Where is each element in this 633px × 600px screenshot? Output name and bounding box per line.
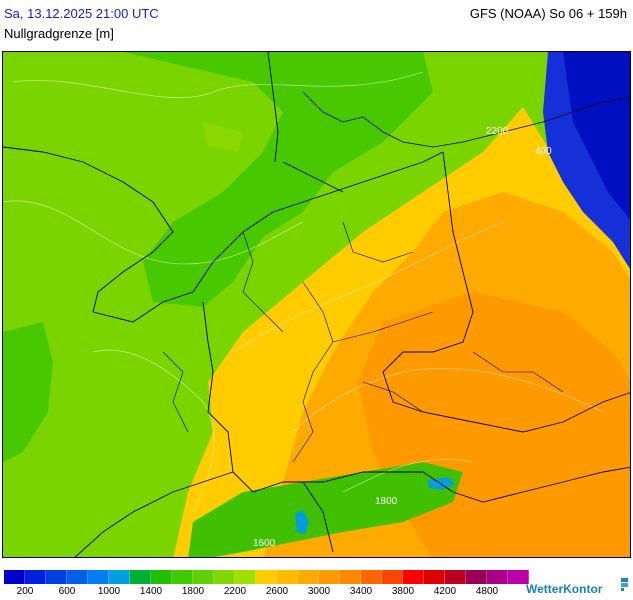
- country-borders: [3, 52, 630, 557]
- legend-label: 3400: [349, 586, 373, 597]
- legend-label: 600: [58, 586, 76, 597]
- legend-swatch: [46, 570, 67, 584]
- legend-label: 4800: [475, 586, 499, 597]
- legend-swatch: [319, 570, 340, 584]
- blue-core-northeast: [563, 52, 630, 220]
- green-zone-north: [123, 52, 433, 307]
- brand-flag-icon: [621, 578, 628, 591]
- legend-label: 1000: [97, 586, 121, 597]
- legend-label: 2600: [265, 586, 289, 597]
- legend-swatch: [487, 570, 508, 584]
- legend-swatch: [445, 570, 466, 584]
- coastline: [282, 91, 630, 193]
- legend-swatch: [67, 570, 88, 584]
- alps-green-zone: [188, 462, 463, 557]
- legend-swatch: [151, 570, 172, 584]
- contour-label-1600: 1600: [253, 538, 276, 549]
- legend-swatch: [277, 570, 298, 584]
- legend-swatch: [361, 570, 382, 584]
- contour-label-400: 400: [535, 146, 552, 157]
- legend-swatch: [4, 570, 25, 584]
- parameter-label: Nullgradgrenze [m]: [4, 26, 114, 41]
- legend-swatch: [403, 570, 424, 584]
- legend-label: 3000: [307, 586, 331, 597]
- contour-label-2200: 2200: [486, 126, 509, 137]
- legend-swatch: [508, 570, 529, 584]
- legend-swatch: [235, 570, 256, 584]
- legend-swatch: [382, 570, 403, 584]
- legend-swatch: [298, 570, 319, 584]
- map-canvas: 2200 400 1800 1600: [3, 52, 630, 557]
- alps-light-zone: [295, 510, 309, 534]
- legend-label: 2200: [223, 586, 247, 597]
- legend-swatch: [25, 570, 46, 584]
- legend-swatch: [88, 570, 109, 584]
- legend-swatch: [214, 570, 235, 584]
- legend-swatch: [109, 570, 130, 584]
- legend-label: 200: [16, 586, 34, 597]
- green-zone-west: [3, 322, 53, 462]
- green-zone-patch: [203, 122, 243, 152]
- legend-swatch: [193, 570, 214, 584]
- model-run-label: GFS (NOAA) So 06 + 159h: [469, 6, 627, 21]
- legend-label: 1400: [139, 586, 163, 597]
- legend-swatch: [256, 570, 277, 584]
- legend-label: 3800: [391, 586, 415, 597]
- brand-logo: WetterKontor: [526, 582, 603, 596]
- legend-swatch: [424, 570, 445, 584]
- legend-swatch: [340, 570, 361, 584]
- legend-label: 1800: [181, 586, 205, 597]
- legend-swatch: [172, 570, 193, 584]
- color-legend: [4, 570, 529, 584]
- region-borders: [162, 221, 564, 463]
- legend-swatch: [466, 570, 487, 584]
- legend-label: 4200: [433, 586, 457, 597]
- freezing-level-map[interactable]: 2200 400 1800 1600: [2, 51, 631, 558]
- contour-label-1800: 1800: [375, 496, 398, 507]
- legend-swatch: [130, 570, 151, 584]
- legend-labels: 200 600 1000 1400 1800 2200 2600 3000 3400 3800 42…: [4, 586, 524, 600]
- contour-lines: [3, 71, 604, 513]
- valid-time-label: Sa, 13.12.2025 21:00 UTC: [4, 6, 159, 21]
